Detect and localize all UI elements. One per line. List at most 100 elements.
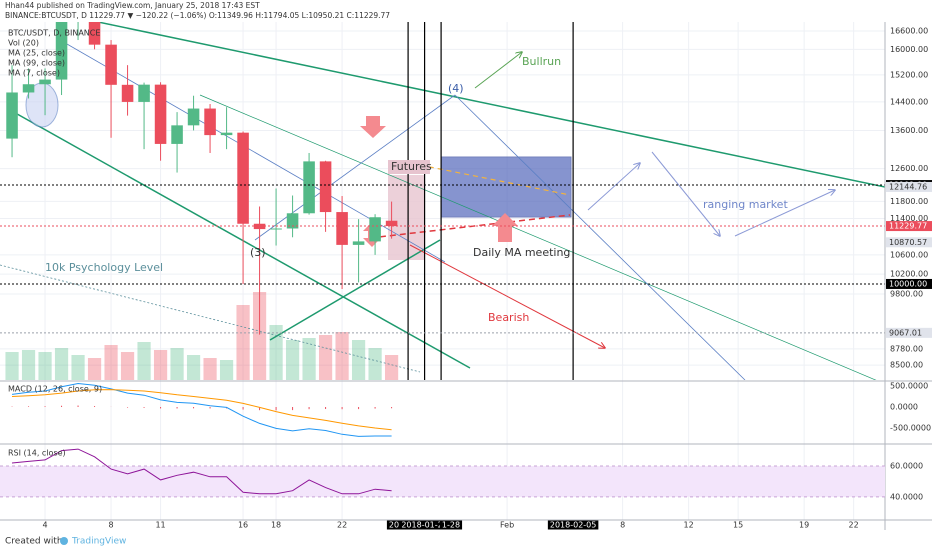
x-tick-label: 16: [238, 521, 248, 530]
candle-body: [154, 84, 167, 144]
volume-bar: [302, 338, 316, 380]
price-label: 9067.01: [889, 328, 922, 337]
x-tick-label: 19: [799, 521, 809, 530]
volume-bar: [285, 340, 300, 380]
price-label-bg: [886, 327, 932, 338]
candle-body: [39, 79, 51, 85]
psychology-line: [0, 264, 421, 373]
macd-tick-label: -500.0000: [890, 424, 931, 433]
volume-bar: [335, 332, 349, 380]
x-tick-label: 4: [43, 521, 48, 530]
y-tick-label: 13600.00: [890, 126, 928, 135]
volume-bar: [54, 348, 69, 380]
x-tick-highlight: 2018-02-05: [550, 521, 597, 530]
dashed-line: [419, 164, 571, 196]
legend-item: BTC/USDT, D, BINANCE: [8, 29, 100, 38]
price-label-bg: [886, 221, 932, 232]
x-tick-label: 22: [849, 521, 859, 530]
candle-body: [22, 84, 35, 93]
y-tick-label: 8780.00: [890, 344, 923, 353]
x-tick-label: 8: [109, 521, 114, 530]
ranging-arrow: [734, 190, 835, 237]
y-tick-label: 8500.00: [890, 361, 923, 370]
ranging-arrow: [587, 163, 640, 211]
y-tick-label: 14400.00: [890, 97, 928, 106]
macd-tick-label: 0.0000: [890, 403, 918, 412]
rsi-tick-label: 40.0000: [890, 492, 923, 501]
volume-bar: [104, 345, 118, 380]
rsi-line: [11, 448, 392, 495]
volume-bar: [368, 348, 382, 380]
annotation: 10k Psychology Level: [45, 261, 163, 274]
price-label-bg: [886, 278, 932, 289]
trend-line: [9, 109, 471, 369]
x-tick-label: 15: [733, 521, 743, 530]
legend-item: MA (7, close): [8, 69, 60, 78]
x-tick-highlight: 201: [389, 521, 404, 530]
trend-line: [269, 239, 441, 341]
trend-line: [199, 94, 877, 380]
indicators: 500.0000 0.0000 -500.0000 60.0000 40.0000: [0, 381, 931, 501]
footer-brand: TradingView: [71, 537, 126, 547]
candle-body: [253, 223, 266, 230]
annotation: (4): [448, 82, 464, 95]
rsi-tick-label: 60.0000: [890, 462, 923, 471]
volume-bar: [203, 358, 217, 380]
x-tick-label: 11: [155, 521, 165, 530]
x-tick-label: 8: [620, 521, 625, 530]
volume-bar: [236, 305, 250, 380]
volume-bar: [384, 355, 399, 380]
candle-body: [88, 22, 101, 45]
y-tick-label: 10600.00: [890, 250, 928, 259]
volume-bar: [153, 350, 168, 380]
x-tick-highlight-bg: [399, 520, 450, 530]
y-tick-label: 11800.00: [890, 197, 928, 206]
price-label: 12144.76: [889, 182, 927, 191]
price-label: 11229.77: [889, 222, 927, 231]
volume-bar: [71, 355, 85, 380]
trend-line: [94, 22, 885, 188]
price-label-bg: [886, 181, 932, 192]
price-label: 10000.00: [889, 279, 927, 288]
futures-box: [388, 175, 424, 260]
candle-body: [105, 44, 117, 85]
candle-body: [270, 228, 282, 230]
bearish-arrow: [409, 244, 605, 348]
up-arrow: [492, 213, 518, 242]
down-arrow: [360, 116, 386, 138]
y-tick-label: 11400.00: [890, 214, 928, 223]
x-tick-highlight: 2018-01-27: [401, 521, 448, 530]
footer-created: Created with: [5, 537, 63, 547]
levels: 12191.0012144.7611229.7710870.5710000.00…: [0, 180, 932, 338]
candle-body: [319, 161, 332, 213]
grid: [0, 22, 885, 520]
bullrun-arrow: [474, 52, 522, 89]
annotation: Daily MA meeting: [473, 246, 570, 259]
y-tick-label: 16600.00: [890, 26, 928, 35]
annotation: (3): [250, 246, 266, 259]
candle-body: [336, 212, 348, 245]
ma-box: [440, 156, 572, 218]
legend-item: Vol (20): [8, 39, 39, 48]
candle-body: [352, 241, 365, 245]
candle-body: [171, 125, 183, 144]
rsi-band: [0, 466, 885, 497]
candle-body: [303, 161, 315, 214]
x-tick-highlight-bg: [547, 520, 599, 530]
x-tick-highlight-bg: [439, 520, 463, 530]
candle-body: [55, 22, 68, 80]
futures-label-bg: [388, 160, 430, 174]
volume: [5, 292, 399, 380]
candle-body: [138, 84, 150, 102]
x-tick-highlight-bg: [386, 520, 407, 530]
candle-body: [121, 84, 134, 102]
candle-body: [369, 217, 381, 242]
candle-body: [220, 132, 233, 136]
rsi-title: RSI (14, close): [8, 449, 66, 458]
symbol-line: BINANCE:BTCUSDT, D 11229.77 ▼ −120.22 (−…: [5, 11, 390, 20]
volume-bar: [21, 350, 36, 380]
ranging-arrow: [651, 151, 720, 236]
legend-item: MA (25, close): [8, 49, 65, 58]
publisher: Hhan44 published on TradingView.com, Jan…: [5, 1, 260, 10]
y-tick-label: 12600.00: [890, 164, 928, 173]
